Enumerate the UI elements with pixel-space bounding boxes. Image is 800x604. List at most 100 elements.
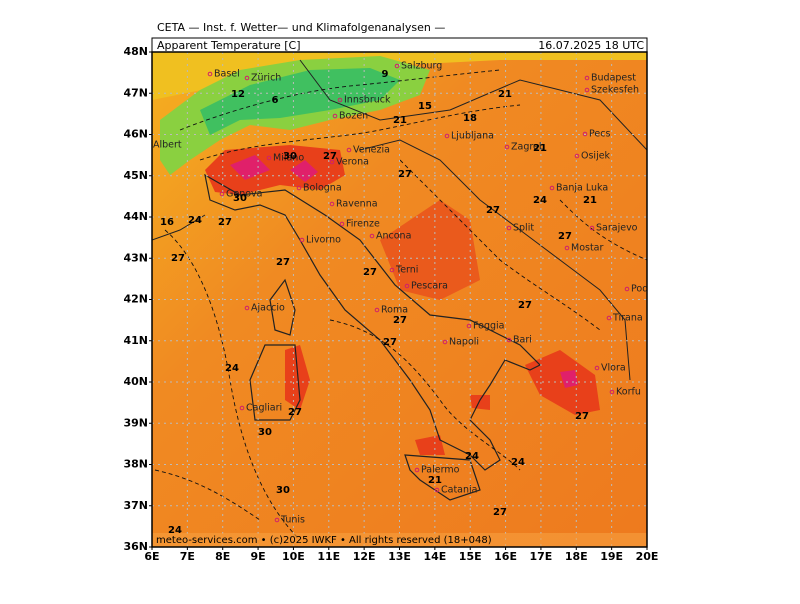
contour-label: 27 — [575, 411, 589, 422]
city-label: Zürich — [251, 73, 281, 84]
contour-label: 9 — [382, 69, 389, 80]
lon-label: 16E — [494, 550, 517, 563]
contour-label: 24 — [225, 363, 239, 374]
grid — [152, 52, 647, 547]
contours — [154, 69, 647, 541]
contour-label: 27 — [398, 169, 412, 180]
contour-label: 24 — [465, 451, 479, 462]
contour-label: 30 — [283, 151, 297, 162]
lat-label: 43N — [123, 251, 148, 264]
contour-label: 24 — [188, 215, 202, 226]
lat-label: 47N — [123, 86, 148, 99]
lat-label: 41N — [123, 334, 148, 347]
city-marker — [414, 467, 420, 473]
lon-label: 18E — [565, 550, 588, 563]
labels: Basel Zürich Salzburg Innsbruck Bozen Budapes… — [153, 61, 678, 537]
city-marker — [329, 201, 335, 207]
contour-label: 27 — [218, 217, 232, 228]
city-label: Palermo — [421, 465, 460, 476]
city-marker — [504, 144, 510, 150]
lat-label: 38N — [123, 458, 148, 471]
city-marker — [274, 517, 280, 523]
contour-label: 27 — [288, 407, 302, 418]
city-marker — [609, 389, 615, 395]
contour — [164, 229, 301, 541]
lat-label: 39N — [123, 416, 148, 429]
lat-label: 40N — [123, 375, 148, 388]
contour-label: 27 — [323, 151, 337, 162]
hot-field — [470, 395, 490, 410]
coastline — [204, 173, 542, 501]
yellow-field — [152, 52, 647, 100]
coastline — [152, 59, 647, 381]
city-label: Osijek — [581, 151, 611, 162]
city-marker — [332, 113, 338, 119]
city-marker — [434, 487, 440, 493]
city-marker — [266, 155, 272, 161]
city-label: Tunis — [280, 515, 305, 526]
contour-label: 27 — [363, 267, 377, 278]
contour-label: 15 — [418, 101, 432, 112]
city-marker — [244, 305, 250, 311]
contour — [199, 104, 521, 161]
lon-label: 6E — [144, 550, 159, 563]
city-label: Zagreb — [511, 142, 545, 153]
lat-label: 37N — [123, 499, 148, 512]
field-name: Apparent Temperature [C] — [157, 39, 301, 52]
city-label: Ajaccio — [251, 303, 285, 314]
lat-label: 42N — [123, 293, 148, 306]
city-marker — [239, 405, 245, 411]
city-marker — [564, 245, 570, 251]
city-label: Mostar — [571, 243, 604, 254]
extreme-field — [230, 155, 270, 180]
city-label: Cagliari — [246, 403, 282, 414]
contour-label: 16 — [160, 217, 174, 228]
city-label: Innsbruck — [344, 95, 391, 106]
city-marker — [584, 87, 590, 93]
lon-label: 17E — [530, 550, 553, 563]
contour-label: 27 — [383, 337, 397, 348]
contour-label: 27 — [518, 300, 532, 311]
contour-label: 27 — [276, 257, 290, 268]
city-label: Albert — [153, 140, 182, 151]
contour-label: 21 — [393, 115, 407, 126]
city-label: Pescara — [411, 281, 448, 292]
contour-label: 24 — [168, 525, 182, 536]
city-label: Genova — [226, 189, 262, 200]
lat-label: 48N — [123, 45, 148, 58]
city-marker — [466, 323, 472, 329]
city-marker — [549, 185, 555, 191]
city-label: Bozen — [339, 111, 368, 122]
city-label: Banja Luka — [556, 183, 608, 194]
city-marker — [219, 191, 225, 197]
city-label: Podgorica — [631, 284, 678, 295]
hot-field — [205, 145, 345, 195]
extreme-field — [560, 370, 578, 388]
lon-label: 11E — [317, 550, 340, 563]
city-label: Split — [513, 223, 534, 234]
city-marker — [389, 267, 395, 273]
city-marker — [404, 283, 410, 289]
city-label: Ancona — [376, 231, 411, 242]
axes: 36N 37N 38N 39N 40N 41N 42N 43N 44N 45N 46N 47N 48N 6… — [123, 45, 658, 563]
contour-label: 21 — [498, 89, 512, 100]
city-marker — [346, 147, 352, 153]
city-marker — [444, 133, 450, 139]
contour-label: 27 — [493, 507, 507, 518]
city-label: Livorno — [306, 235, 341, 246]
city-label: Firenze — [346, 219, 380, 230]
city-marker — [374, 307, 380, 313]
city-label: Salzburg — [401, 61, 442, 72]
city-marker — [369, 233, 375, 239]
contour — [154, 469, 261, 521]
city-marker — [299, 237, 305, 243]
lat-label: 46N — [123, 128, 148, 141]
footer: meteo-services.com • (c)2025 IWKF • All … — [156, 535, 492, 546]
lon-label: 20E — [636, 550, 659, 563]
contour-label: 21 — [583, 195, 597, 206]
lon-label: 9E — [250, 550, 265, 563]
contour — [179, 69, 501, 131]
lon-label: 10E — [282, 550, 305, 563]
lon-label: 14E — [423, 550, 446, 563]
contour-label: 27 — [393, 315, 407, 326]
